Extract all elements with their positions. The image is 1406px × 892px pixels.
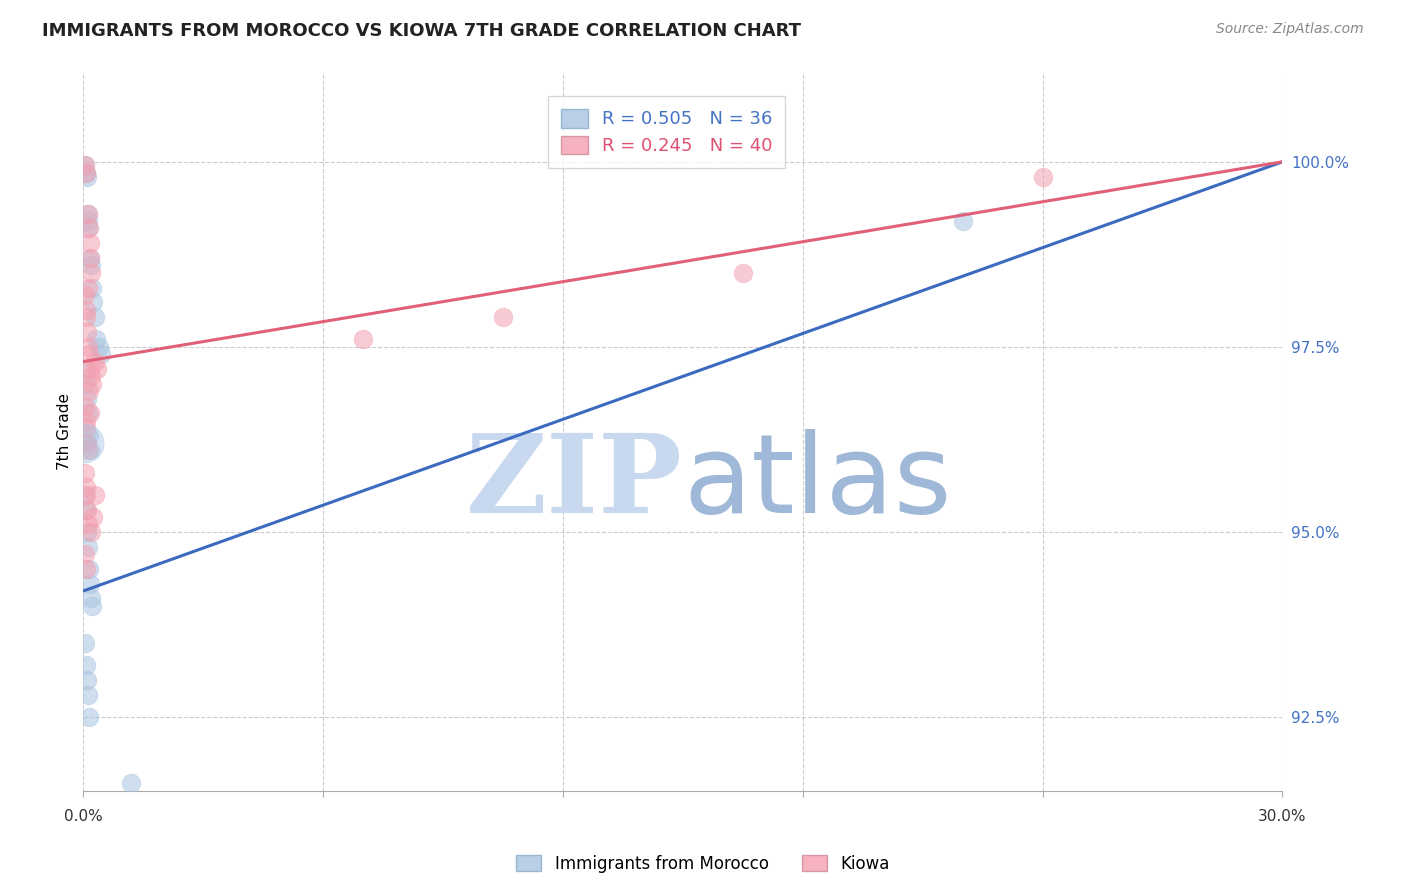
Point [75,414,97,428]
Point [76,436,98,450]
Point [79,251,101,265]
Text: IMMIGRANTS FROM MOROCCO VS KIOWA 7TH GRADE CORRELATION CHART: IMMIGRANTS FROM MOROCCO VS KIOWA 7TH GRA… [42,22,801,40]
Point [75,399,97,413]
Point [77,540,100,554]
Legend: R = 0.505   N = 36, R = 0.245   N = 40: R = 0.505 N = 36, R = 0.245 N = 40 [548,96,786,168]
Point [75,159,97,173]
Point [75,502,97,516]
Point [84,332,107,346]
Point [77,517,100,532]
Point [77,214,100,228]
Point [79,428,101,442]
Point [80,369,103,384]
Point [75,480,97,494]
Point [82,295,104,310]
Point [77,406,100,420]
Point [75,159,97,173]
Point [492,310,515,325]
Point [80,266,103,280]
Point [75,166,97,180]
Point [80,591,103,606]
Point [76,376,98,391]
Point [79,576,101,591]
Point [77,280,100,294]
Point [79,236,101,251]
Point [77,340,100,354]
Point [80,376,103,391]
Point [76,673,98,687]
Point [89,340,111,354]
Text: atlas: atlas [683,429,952,535]
Point [77,443,100,458]
Point [80,524,103,539]
Point [77,206,100,220]
Point [75,362,97,376]
Point [76,310,98,325]
Point [79,710,101,724]
Point [952,214,974,228]
Point [84,488,107,502]
Point [76,502,98,516]
Point [76,657,98,672]
Point [79,443,101,458]
Text: ZIP: ZIP [467,429,683,535]
Point [120,776,142,790]
Point [79,384,101,399]
Point [77,206,100,220]
Text: Source: ZipAtlas.com: Source: ZipAtlas.com [1216,22,1364,37]
Point [75,288,97,302]
Point [84,354,107,368]
Point [76,562,98,576]
Point [79,562,101,576]
Text: 30.0%: 30.0% [1258,809,1306,824]
Point [75,636,97,650]
Point [86,362,108,376]
Point [79,406,101,420]
Point [352,332,374,346]
Point [77,347,100,361]
Point [73,436,96,450]
Point [76,392,98,406]
Point [80,280,103,294]
Point [75,466,97,480]
Point [76,166,98,180]
Point [79,221,101,235]
Point [76,421,98,435]
Point [76,325,98,339]
Point [84,310,107,325]
Point [731,266,754,280]
Point [75,302,97,317]
Point [75,488,97,502]
Point [90,347,112,361]
Point [1032,169,1054,184]
Point [75,436,97,450]
Point [77,221,100,235]
Point [79,362,101,376]
Point [76,488,98,502]
Point [76,524,98,539]
Point [75,547,97,561]
Point [82,510,104,524]
Point [79,251,101,265]
Text: 0.0%: 0.0% [63,809,103,824]
Point [77,688,100,702]
Y-axis label: 7th Grade: 7th Grade [58,393,72,470]
Point [76,169,98,184]
Point [80,599,103,613]
Legend: Immigrants from Morocco, Kiowa: Immigrants from Morocco, Kiowa [509,848,897,880]
Point [80,259,103,273]
